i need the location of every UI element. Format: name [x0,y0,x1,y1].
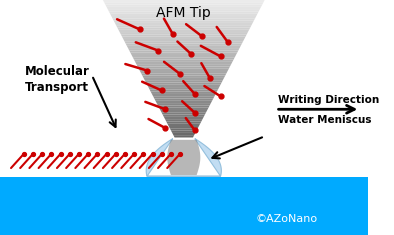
Polygon shape [142,76,225,78]
Text: AFM Tip: AFM Tip [156,6,211,20]
Polygon shape [106,7,261,9]
Polygon shape [141,73,227,76]
Polygon shape [169,126,199,128]
Polygon shape [160,110,207,112]
Polygon shape [105,5,262,7]
Text: Writing Direction: Writing Direction [277,95,379,105]
Polygon shape [146,82,222,85]
Polygon shape [126,43,242,46]
Bar [0,177,368,235]
Text: Molecular
Transport: Molecular Transport [24,65,89,94]
Polygon shape [123,39,244,41]
Polygon shape [125,41,243,43]
Polygon shape [157,103,211,105]
Polygon shape [140,71,228,73]
Polygon shape [130,53,237,55]
Polygon shape [145,80,223,82]
Polygon shape [134,60,234,62]
Polygon shape [153,96,214,98]
Polygon shape [143,78,224,80]
Polygon shape [159,108,208,110]
Polygon shape [120,32,248,34]
Polygon shape [171,131,197,133]
Polygon shape [116,25,251,27]
Polygon shape [108,9,260,12]
Text: Water Meniscus: Water Meniscus [277,115,371,125]
Polygon shape [163,115,205,117]
Polygon shape [104,2,264,5]
Polygon shape [138,67,230,69]
Polygon shape [110,14,257,16]
Polygon shape [164,117,204,119]
Polygon shape [128,48,240,51]
Polygon shape [133,57,235,60]
Polygon shape [156,101,212,103]
Polygon shape [167,140,200,175]
Polygon shape [152,94,216,96]
Polygon shape [151,92,217,94]
Polygon shape [173,135,194,137]
Polygon shape [111,16,256,18]
Polygon shape [154,98,213,101]
Polygon shape [167,124,200,126]
Polygon shape [132,55,236,57]
Text: ©AZoNano: ©AZoNano [256,214,318,223]
Polygon shape [117,27,250,30]
Polygon shape [170,128,198,131]
Polygon shape [148,87,219,89]
Polygon shape [127,46,241,48]
Polygon shape [149,89,218,92]
Polygon shape [129,51,238,53]
Polygon shape [112,18,255,21]
Polygon shape [139,69,229,71]
Polygon shape [135,62,232,64]
Polygon shape [172,133,195,135]
Polygon shape [162,112,206,115]
Polygon shape [165,119,203,121]
Polygon shape [147,85,221,87]
Polygon shape [119,30,249,32]
Polygon shape [136,64,231,67]
Polygon shape [158,105,210,108]
Polygon shape [113,21,254,23]
Polygon shape [146,139,221,176]
Polygon shape [121,34,247,37]
Polygon shape [122,37,245,39]
Polygon shape [103,0,265,2]
Polygon shape [115,23,253,25]
Polygon shape [166,121,201,124]
Polygon shape [109,12,259,14]
